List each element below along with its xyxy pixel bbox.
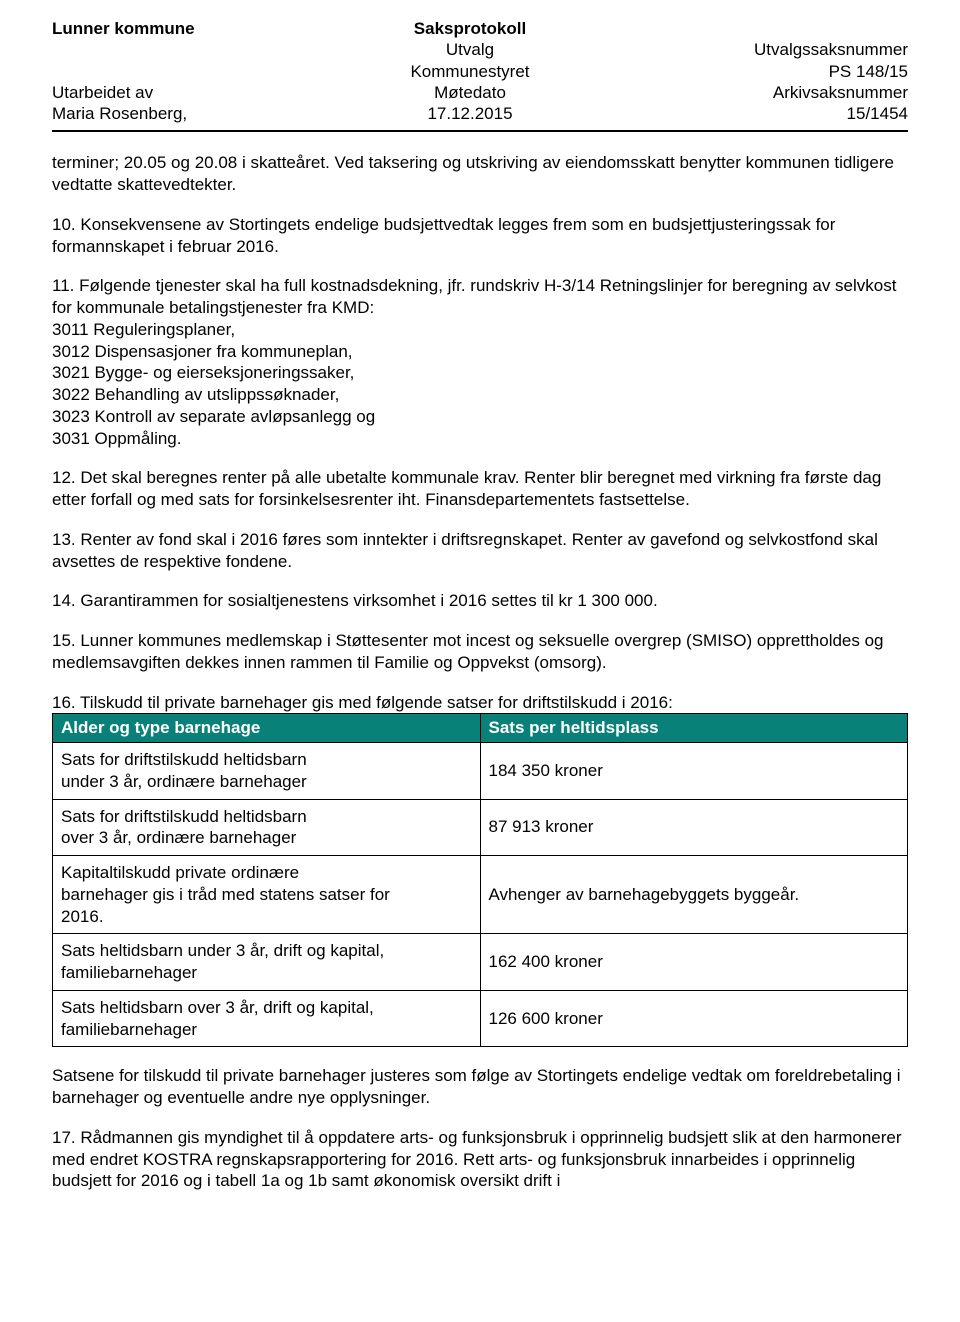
paragraph-intro: terminer; 20.05 og 20.08 i skatteåret. V… xyxy=(52,152,908,196)
prepared-by-value: Maria Rosenberg, xyxy=(52,103,232,124)
document-page: Lunner kommune Saksprotokoll Utvalg Utva… xyxy=(0,0,960,1322)
rate-label: Kapitaltilskudd private ordinære barneha… xyxy=(53,856,481,934)
table-row: Sats for driftstilskudd heltidsbarn unde… xyxy=(53,743,908,800)
rate-label: Sats heltidsbarn over 3 år, drift og kap… xyxy=(53,990,481,1047)
paragraph-10: 10. Konsekvensene av Stortingets endelig… xyxy=(52,214,908,258)
rate-value: 87 913 kroner xyxy=(480,799,908,856)
archive-case-label: Arkivsaksnummer xyxy=(708,82,908,103)
rate-value: 126 600 kroner xyxy=(480,990,908,1047)
paragraph-12: 12. Det skal beregnes renter på alle ube… xyxy=(52,467,908,511)
paragraph-11: 11. Følgende tjenester skal ha full kost… xyxy=(52,275,908,449)
table-row: Sats heltidsbarn under 3 år, drift og ka… xyxy=(53,934,908,991)
rate-label: Sats for driftstilskudd heltidsbarn over… xyxy=(53,799,481,856)
paragraph-16-intro: 16. Tilskudd til private barnehager gis … xyxy=(52,692,908,714)
meeting-date-value: 17.12.2015 xyxy=(232,103,708,124)
table-row: Sats heltidsbarn over 3 år, drift og kap… xyxy=(53,990,908,1047)
committee-value: Kommunestyret xyxy=(232,61,708,82)
table-header-col1: Alder og type barnehage xyxy=(53,714,481,743)
rate-value: 162 400 kroner xyxy=(480,934,908,991)
rate-value: 184 350 kroner xyxy=(480,743,908,800)
document-body: terminer; 20.05 og 20.08 i skatteåret. V… xyxy=(52,152,908,1192)
rates-table: Alder og type barnehage Sats per heltids… xyxy=(52,713,908,1047)
case-number-label: Utvalgssaksnummer xyxy=(708,39,908,60)
paragraph-17: 17. Rådmannen gis myndighet til å oppdat… xyxy=(52,1127,908,1192)
paragraph-satsene: Satsene for tilskudd til private barneha… xyxy=(52,1065,908,1109)
archive-case-value: 15/1454 xyxy=(708,103,908,124)
rate-label: Sats for driftstilskudd heltidsbarn unde… xyxy=(53,743,481,800)
paragraph-14: 14. Garantirammen for sosialtjenestens v… xyxy=(52,590,908,612)
table-header-row: Alder og type barnehage Sats per heltids… xyxy=(53,714,908,743)
case-number-value: PS 148/15 xyxy=(708,61,908,82)
committee-label: Utvalg xyxy=(232,39,708,60)
paragraph-15: 15. Lunner kommunes medlemskap i Støttes… xyxy=(52,630,908,674)
header-divider xyxy=(52,130,908,132)
table-header-col2: Sats per heltidsplass xyxy=(480,714,908,743)
meeting-date-label: Møtedato xyxy=(232,82,708,103)
org-name: Lunner kommune xyxy=(52,18,232,39)
prepared-by-label: Utarbeidet av xyxy=(52,82,232,103)
rate-label: Sats heltidsbarn under 3 år, drift og ka… xyxy=(53,934,481,991)
protocol-title: Saksprotokoll xyxy=(232,18,708,39)
table-row: Sats for driftstilskudd heltidsbarn over… xyxy=(53,799,908,856)
paragraph-13: 13. Renter av fond skal i 2016 føres som… xyxy=(52,529,908,573)
table-row: Kapitaltilskudd private ordinære barneha… xyxy=(53,856,908,934)
rate-value: Avhenger av barnehagebyggets byggeår. xyxy=(480,856,908,934)
document-header: Lunner kommune Saksprotokoll Utvalg Utva… xyxy=(52,18,908,128)
